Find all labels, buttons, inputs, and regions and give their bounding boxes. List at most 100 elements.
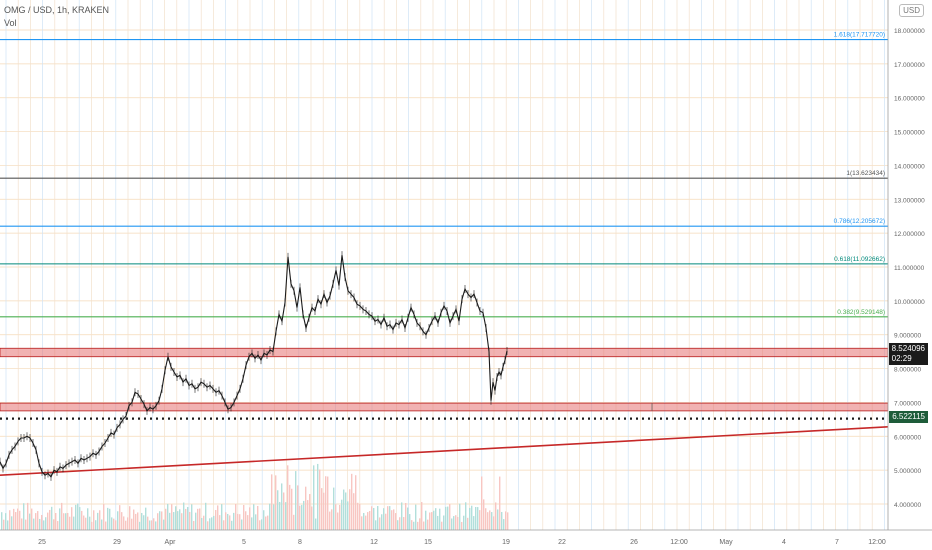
volume-indicator-label[interactable]: Vol (4, 18, 17, 28)
volume-bar (379, 517, 381, 530)
volume-bar (81, 510, 83, 530)
volume-bar (257, 505, 259, 530)
volume-bar (173, 512, 175, 530)
price-tick-label: 9.000000 (894, 333, 921, 340)
volume-bar (315, 518, 317, 530)
volume-bar (365, 515, 367, 530)
volume-bar (265, 516, 267, 530)
volume-bar (161, 511, 163, 530)
volume-bar (469, 507, 471, 530)
volume-bar (357, 502, 359, 530)
volume-bar (447, 506, 449, 530)
volume-bar (155, 521, 157, 530)
volume-bar (291, 488, 293, 530)
volume-bar (247, 515, 249, 530)
volume-bar (75, 504, 77, 530)
price-axis-bg (888, 0, 932, 550)
time-tick-label: 12:00 (670, 539, 688, 546)
volume-bar (21, 518, 23, 530)
volume-bar (1, 512, 3, 530)
volume-bar (251, 517, 253, 530)
volume-bar (151, 520, 153, 530)
volume-bar (335, 504, 337, 530)
volume-bar (253, 504, 255, 530)
volume-bar (421, 502, 423, 530)
volume-bar (201, 517, 203, 530)
volume-bar (125, 520, 127, 530)
volume-bar (97, 512, 99, 530)
time-tick-label: 26 (630, 539, 638, 546)
time-tick-label: 7 (835, 539, 839, 546)
volume-bar (479, 510, 481, 530)
volume-bar (195, 512, 197, 530)
currency-button[interactable]: USD (899, 4, 924, 17)
volume-bar (465, 502, 467, 530)
volume-bar (359, 503, 361, 530)
time-tick-label: 8 (298, 539, 302, 546)
volume-bar (113, 518, 115, 530)
volume-bar (215, 510, 217, 530)
last-price-value: 8.524096 (891, 344, 925, 353)
volume-bar (243, 504, 245, 530)
price-tick-label: 5.000000 (894, 468, 921, 475)
volume-bar (197, 508, 199, 530)
volume-bar (437, 515, 439, 530)
volume-bar (95, 520, 97, 530)
volume-bar (337, 512, 339, 530)
volume-bar (463, 515, 465, 530)
volume-bar (431, 512, 433, 530)
volume-bar (15, 512, 17, 530)
volume-bar (149, 520, 151, 530)
volume-bar (49, 509, 51, 530)
volume-bar (3, 519, 5, 530)
volume-bar (31, 508, 33, 530)
volume-bar (61, 502, 63, 530)
volume-bar (241, 519, 243, 530)
volume-bar (193, 520, 195, 530)
fibonacci-levels[interactable]: 1.618(17.717720) 1(13.623434) 0.786(12.205… (0, 32, 888, 318)
volume-bar (179, 509, 181, 530)
volume-bar (211, 517, 213, 530)
volume-bar (79, 507, 81, 530)
volume-bar (417, 521, 419, 530)
volume-bar (395, 513, 397, 530)
volume-bar (157, 513, 159, 530)
trendline[interactable] (0, 426, 889, 477)
volume-bar (441, 521, 443, 530)
price-tick-label: 16.000000 (894, 96, 925, 103)
symbol-title[interactable]: OMG / USD, 1h, KRAKEN (4, 5, 110, 15)
time-tick-label: 19 (502, 539, 510, 546)
bar-countdown: 02:29 (891, 354, 912, 363)
volume-bar (481, 476, 483, 530)
volume-bar (273, 504, 275, 530)
volume-bar (281, 483, 283, 530)
time-tick-label: 4 (782, 539, 786, 546)
support-resistance-zones[interactable] (0, 347, 889, 412)
price-axis[interactable]: 4.000000 5.000000 6.000000 7.000000 8.000000… (887, 0, 932, 550)
volume-bar (43, 520, 45, 530)
volume-bar (103, 504, 105, 530)
volume-bar (389, 506, 391, 530)
volume-bar (475, 506, 477, 530)
volume-bar (385, 513, 387, 530)
volume-bar (17, 508, 19, 530)
fib-label: 0.382(9.529148) (837, 309, 885, 316)
volume-bar (283, 492, 285, 530)
volume-bar (19, 510, 21, 530)
volume-bar (413, 521, 415, 530)
volume-bar (491, 512, 493, 530)
volume-bar (119, 505, 121, 530)
volume-bar (131, 518, 133, 530)
volume-bar (309, 494, 311, 530)
time-axis[interactable]: 25 29 Apr 5 8 12 15 19 22 26 12:00 May 4 7 12:00 (0, 529, 932, 550)
volume-bar (351, 473, 353, 530)
volume-bar (153, 518, 155, 530)
volume-bar (455, 515, 457, 530)
volume-bar (175, 506, 177, 530)
volume-bar (287, 465, 289, 530)
volume-bar (217, 505, 219, 530)
volume-bar (415, 504, 417, 530)
volume-bar (425, 510, 427, 530)
